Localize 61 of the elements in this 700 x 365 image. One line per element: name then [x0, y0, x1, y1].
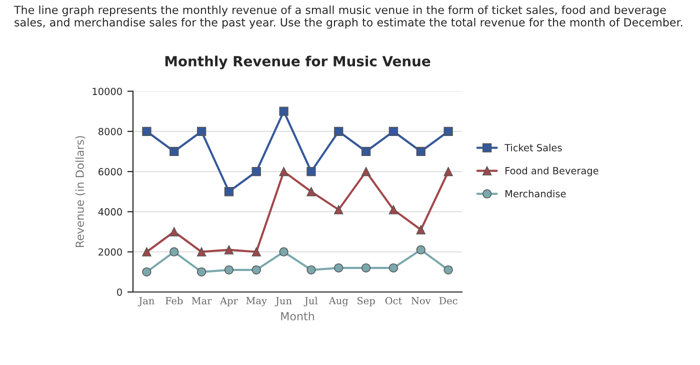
- point: [142, 247, 152, 256]
- point: [361, 166, 371, 176]
- point: [361, 146, 371, 156]
- point: [416, 245, 426, 254]
- x-tick-label: Sep: [358, 297, 375, 306]
- point: [224, 245, 234, 254]
- point: [170, 247, 179, 256]
- point: [196, 126, 206, 136]
- point: [388, 205, 398, 214]
- y-tick-label: 6000: [98, 168, 122, 176]
- x-tick-label: Dec: [439, 297, 458, 304]
- x-tick-label: Oct: [385, 297, 402, 304]
- point: [279, 247, 288, 256]
- point: [279, 106, 288, 116]
- x-tick-label: Apr: [220, 297, 238, 306]
- point: [306, 166, 316, 176]
- x-tick-label: May: [246, 297, 267, 306]
- x-tick-label: Jul: [304, 296, 318, 306]
- point: [334, 263, 344, 272]
- point: [196, 247, 206, 256]
- point: [444, 126, 453, 136]
- point: [416, 146, 426, 156]
- point: [170, 146, 179, 156]
- point: [252, 166, 261, 176]
- point: [306, 187, 316, 196]
- point: [196, 267, 206, 277]
- point: [444, 166, 453, 176]
- y-tick-label: 2000: [98, 248, 122, 256]
- x-tick-label: Aug: [328, 297, 348, 306]
- y-tick-label: 8000: [98, 128, 122, 136]
- y-tick-label: 4000: [98, 208, 122, 216]
- y-tick-label: 10000: [92, 88, 122, 96]
- point: [252, 247, 261, 256]
- point: [142, 126, 152, 136]
- point: [388, 263, 398, 272]
- point: [306, 265, 316, 275]
- point: [361, 263, 371, 272]
- point: [142, 267, 152, 277]
- point: [224, 265, 234, 275]
- legend-label: Food and Beverage: [506, 166, 598, 176]
- point: [279, 166, 288, 176]
- y-axis-title: Revenue (in Dollars): [75, 136, 86, 248]
- x-tick-label: Jun: [274, 297, 292, 306]
- point: [224, 187, 234, 196]
- point: [444, 265, 453, 275]
- chart-title: Monthly Revenue for Music Venue: [165, 56, 430, 70]
- legend-label: Merchandise: [506, 190, 566, 198]
- point: [170, 227, 179, 236]
- point: [388, 126, 398, 136]
- x-tick-label: Feb: [166, 296, 183, 304]
- x-axis-title: Month: [281, 312, 314, 320]
- point: [416, 225, 426, 234]
- point: [334, 126, 344, 136]
- x-tick-label: Jan: [138, 297, 154, 306]
- x-tick-label: Nov: [411, 297, 431, 304]
- point: [334, 205, 344, 214]
- x-tick-label: Mar: [192, 297, 212, 304]
- y-tick-label: 0: [117, 288, 122, 296]
- point: [252, 265, 261, 275]
- legend-label: Ticket Sales: [504, 144, 562, 152]
- text: The line graph represents the monthly revenue of a small music venue in the form of ticket sales, food and beverage sales, and merchandise sales for the past year. Use the graph to estimate the total revenue for the month of December.: [14, 5, 682, 29]
